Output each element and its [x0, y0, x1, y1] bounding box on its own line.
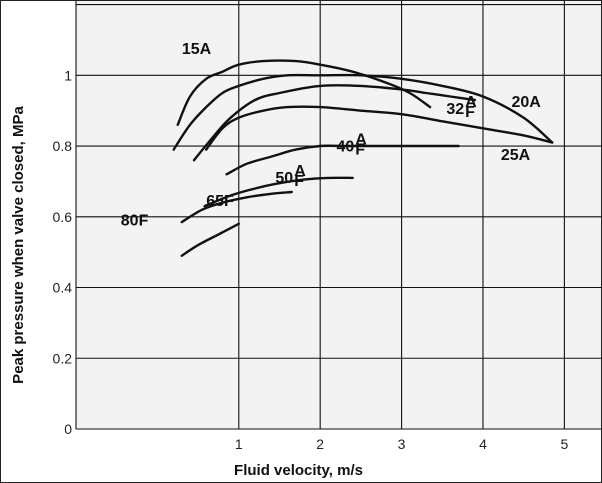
series-line-50 [203, 176, 354, 208]
series-label-subscript: F [355, 141, 365, 158]
y-tick-label: 0.2 [53, 350, 73, 366]
plot-area [76, 1, 601, 429]
series-line-40 [225, 144, 460, 176]
series-label-25a: 25A [501, 147, 531, 164]
series-label-superscript: A [294, 163, 306, 180]
y-axis-title: Peak pressure when valve closed, MPa [10, 106, 27, 384]
series-label-superscript: A [465, 94, 477, 111]
y-tick-label: 1 [64, 67, 72, 83]
series-line-80f [180, 222, 240, 257]
y-tick-label: 0.4 [53, 280, 73, 296]
x-tick-label: 4 [479, 436, 487, 452]
series-label-50: 50 [275, 170, 293, 187]
series-line-25a [205, 105, 554, 151]
series-line-20a [172, 73, 554, 151]
series-label-20a: 20A [511, 94, 541, 111]
x-tick-label: 3 [398, 436, 406, 452]
y-tick-label: 0 [64, 421, 72, 437]
series-line-32 [192, 84, 476, 162]
series-label-80f: 80F [121, 213, 149, 230]
series-line-65f [180, 190, 293, 224]
x-axis-title: Fluid velocity, m/s [234, 462, 363, 479]
series-label-65f: 65F [206, 193, 234, 210]
y-tick-label: 0.8 [53, 138, 73, 154]
series-label-40: 40 [336, 138, 354, 155]
series-label-subscript: F [465, 104, 475, 121]
x-tick-label: 1 [235, 436, 243, 452]
series-label-superscript: A [355, 131, 367, 148]
x-tick-label: 2 [316, 436, 324, 452]
series-line-15a [176, 59, 432, 126]
series-label-subscript: F [294, 173, 304, 190]
y-tick-label: 0.6 [53, 209, 73, 225]
series-label-32: 32 [446, 101, 464, 118]
x-tick-label: 5 [560, 436, 568, 452]
series-label-15a: 15A [182, 41, 212, 58]
